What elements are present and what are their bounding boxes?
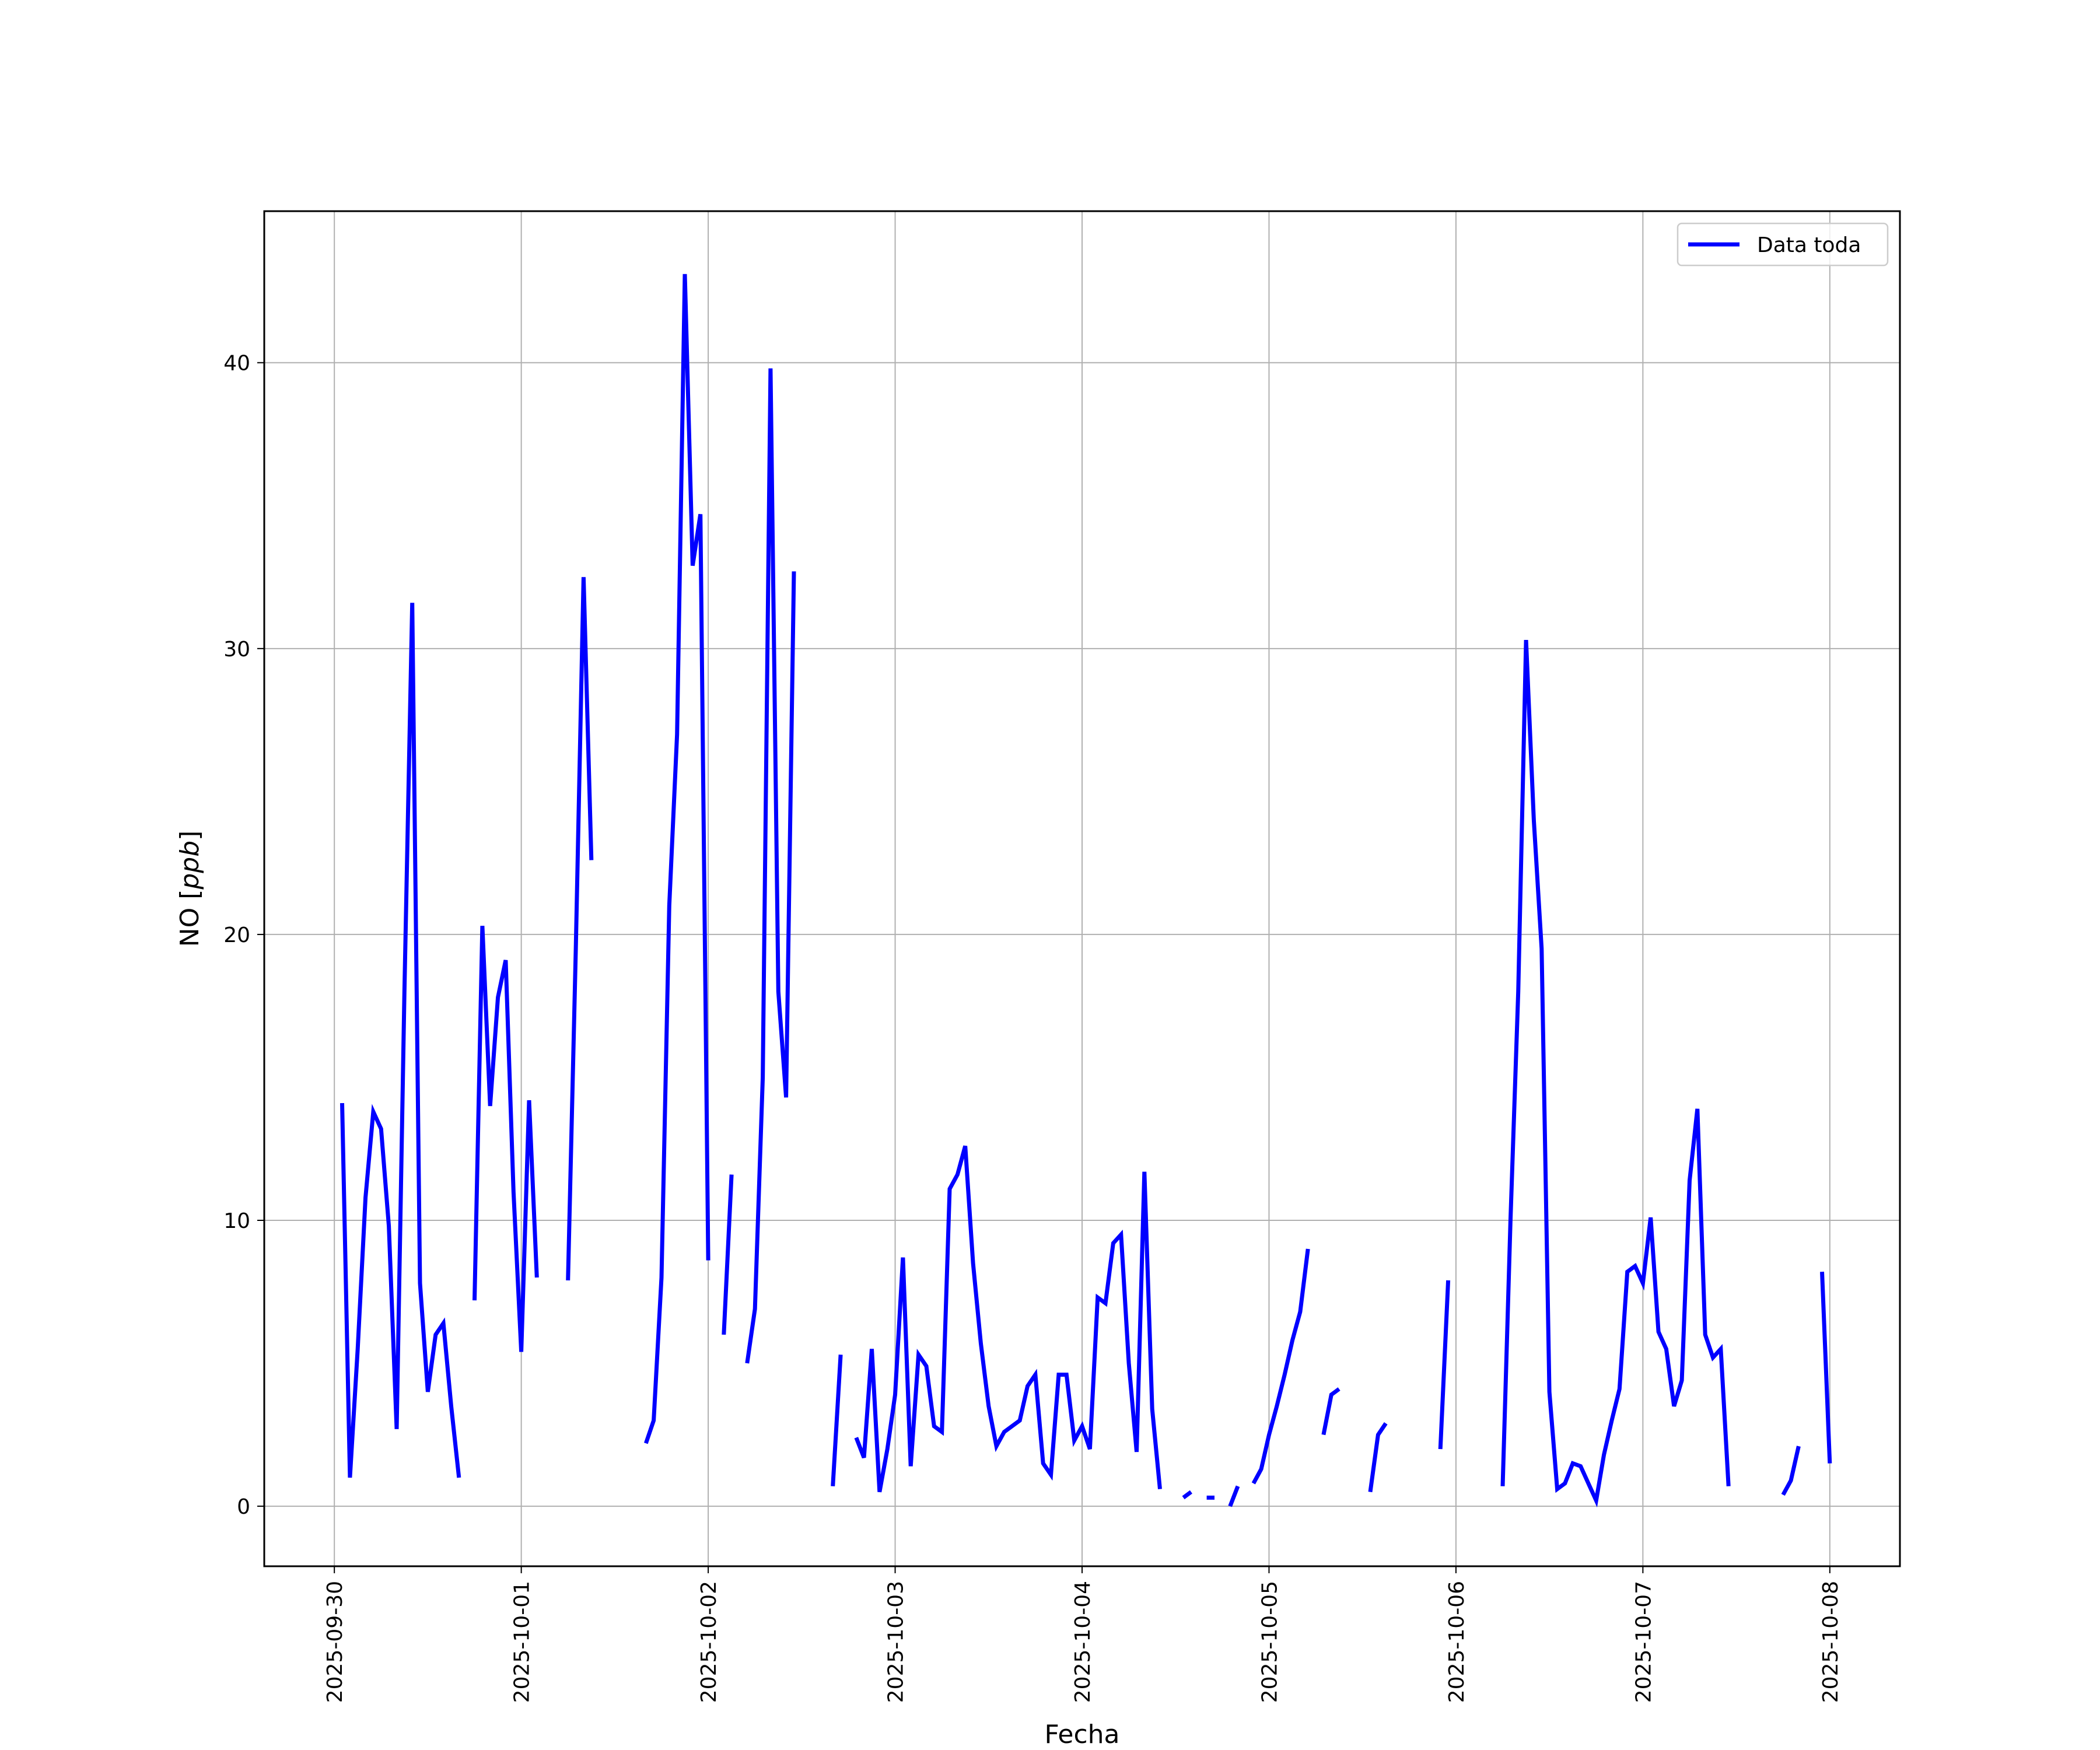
grid-lines [264, 211, 1900, 1566]
x-tick-label: 2025-10-01 [510, 1581, 534, 1703]
series-line-segment [1500, 639, 1731, 1508]
y-tick-label: 10 [223, 1209, 250, 1233]
x-axis-label: Fecha [1044, 1720, 1119, 1749]
y-tick-label: 20 [223, 923, 250, 947]
series-line-segment [473, 926, 539, 1352]
series-line-segment [1438, 1280, 1451, 1450]
series-line-segment [1228, 1485, 1240, 1507]
series-line-segment [340, 603, 461, 1478]
series-line-segment [643, 274, 710, 1444]
x-tick-label: 2025-10-05 [1258, 1581, 1282, 1703]
x-tick-label: 2025-10-03 [884, 1581, 908, 1703]
y-tick-label: 30 [223, 638, 250, 662]
y-axis-label: NO [ppb] [175, 831, 205, 947]
axis-ticks: 2025-09-30 2025-10-01 2025-10-02 2025-10-03… [223, 352, 1843, 1703]
series-line-segment [1820, 1272, 1832, 1464]
series-line-segment [1182, 1490, 1192, 1500]
series-line-segment [745, 368, 796, 1364]
legend: Data toda [1676, 222, 1889, 267]
y-tick-label: 0 [237, 1495, 250, 1519]
series-line-segment [854, 1145, 1162, 1493]
series-line-segment [831, 1354, 843, 1487]
x-tick-label: 2025-10-04 [1071, 1581, 1095, 1703]
legend-label: Data toda [1757, 233, 1861, 257]
series-line-segment [1251, 1248, 1310, 1485]
y-axis-label-unit: ppb [175, 841, 205, 890]
y-axis-label-text: NO [ [175, 890, 205, 947]
x-tick-label: 2025-10-08 [1819, 1581, 1843, 1703]
y-axis-label-close: ] [175, 831, 205, 841]
series-line-segment [1781, 1446, 1801, 1496]
x-tick-label: 2025-10-02 [697, 1581, 721, 1703]
x-tick-label: 2025-09-30 [323, 1581, 347, 1703]
y-tick-label: 40 [223, 352, 250, 376]
legend-box [1676, 222, 1889, 267]
x-tick-label: 2025-10-06 [1445, 1581, 1469, 1703]
series-line-segment [1321, 1387, 1340, 1436]
x-tick-label: 2025-10-07 [1632, 1581, 1656, 1703]
series-line-segment [1368, 1422, 1388, 1493]
series-line-segment [722, 1174, 734, 1335]
series-lines [340, 274, 1832, 1508]
series-line-segment [566, 577, 594, 1280]
